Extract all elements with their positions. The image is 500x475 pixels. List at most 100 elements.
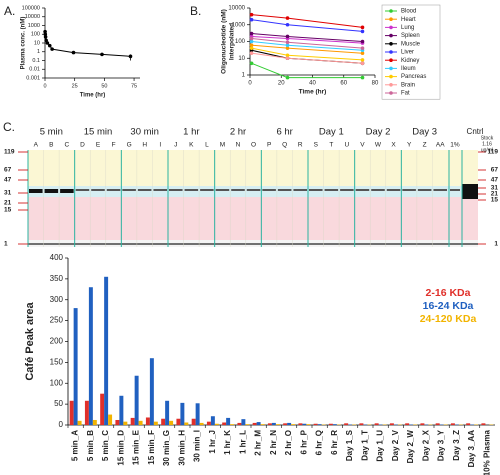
y-tick-label: 200: [50, 337, 64, 346]
data-point: [285, 56, 290, 61]
data-point: [50, 47, 54, 51]
lane-label: B: [49, 142, 53, 149]
x-tick-label: 10% Plasma: [482, 429, 491, 475]
legend-label: Liver: [401, 50, 414, 56]
y-tick-label: 350: [50, 274, 64, 283]
bar: [302, 423, 307, 425]
bar: [199, 422, 204, 425]
stock-label: Stock: [481, 135, 494, 141]
y-tick-label: 1: [37, 49, 40, 55]
bar: [275, 424, 280, 425]
data-line: [251, 41, 363, 51]
marker-label: 67: [491, 167, 499, 174]
y-tick-label: 100000: [22, 5, 40, 11]
lane-label: C: [65, 142, 70, 149]
lane-label: P: [267, 142, 271, 149]
data-point: [285, 43, 290, 48]
bar: [161, 418, 166, 425]
bar: [169, 420, 174, 425]
lane-label: V: [360, 142, 365, 149]
marker-label: 15: [4, 207, 12, 214]
data-point: [43, 32, 48, 37]
x-tick-label: 30 min_H: [177, 430, 186, 466]
group-label: 6 hr: [276, 127, 292, 138]
gel-band: [231, 189, 245, 191]
y-tick-label: 300: [50, 295, 64, 304]
marker-label: 119: [488, 149, 499, 156]
gel-zone: [28, 197, 478, 240]
bar: [450, 423, 455, 425]
legend-label: Pancreas: [401, 74, 426, 80]
x-tick-label: 15 min_E: [132, 429, 141, 465]
data-point: [249, 12, 254, 17]
gel-band: [462, 184, 478, 199]
x-tick-label: 75: [131, 83, 137, 89]
gel-band: [340, 189, 354, 191]
legend-label: 24-120 KDa: [420, 313, 477, 325]
bar: [245, 424, 250, 425]
x-tick-label: 2 hr_M: [254, 430, 263, 456]
gel-band: [309, 189, 323, 191]
lane-label: L: [205, 142, 209, 149]
legend-label: 16-24 KDa: [423, 300, 474, 312]
bar: [306, 424, 311, 425]
y-tick-label: 10: [34, 40, 40, 46]
x-tick-label: Day 1_T: [360, 430, 369, 461]
bar: [115, 419, 120, 425]
legend-marker: [389, 66, 393, 71]
x-tick-label: 15 min_D: [116, 430, 125, 466]
data-point: [71, 50, 76, 55]
legend-marker: [389, 42, 393, 46]
gel-band: [386, 189, 401, 191]
y-tick-label: 10000: [228, 6, 245, 12]
marker-label: 67: [4, 167, 12, 174]
bar: [130, 417, 135, 425]
bar: [195, 403, 200, 425]
y-axis-label: Oligonucleotide (nM): [221, 9, 228, 74]
legend-label: Fat: [401, 91, 410, 97]
x-tick-label: Day 3_Y: [437, 429, 446, 461]
bar: [344, 423, 349, 425]
gel-band: [91, 189, 105, 191]
data-point: [249, 36, 254, 41]
x-tick-label: 40: [309, 81, 316, 87]
marker-label: 31: [4, 190, 12, 197]
x-tick-label: 2 hr_N: [269, 430, 278, 455]
data-line: [251, 62, 363, 79]
gel-band: [277, 189, 292, 191]
legend-marker: [389, 83, 393, 87]
y-tick-label: 100: [31, 32, 40, 38]
x-tick-label: 0: [43, 83, 46, 89]
bar: [69, 400, 74, 425]
group-label: Day 3: [412, 127, 437, 138]
legend-label: Heart: [401, 17, 416, 23]
data-point: [249, 46, 254, 50]
x-tick-label: 50: [101, 83, 107, 89]
gel-band: [293, 189, 307, 191]
bar: [149, 358, 154, 425]
y-tick-label: 150: [50, 357, 64, 366]
legend-marker: [389, 74, 393, 79]
lane-label: Y: [407, 142, 412, 149]
gel-zone: [28, 186, 478, 197]
bar: [73, 308, 78, 425]
gel-band: [60, 189, 74, 193]
data-point: [360, 29, 365, 34]
y-tick-label: 400: [50, 253, 64, 262]
gel-band: [262, 189, 276, 191]
bar: [145, 417, 150, 425]
gel-band: [29, 189, 43, 193]
gel-band: [122, 189, 136, 191]
data-point: [285, 75, 290, 80]
panel-label: B.: [190, 4, 201, 18]
y-tick-label: 0.001: [26, 75, 40, 81]
x-tick-label: 6 hr_R: [330, 430, 339, 455]
bar: [230, 424, 235, 425]
y-tick-label: 0.1: [32, 58, 40, 64]
x-tick-label: Day 1_U: [376, 430, 385, 462]
bar: [359, 423, 364, 425]
gel-band: [106, 189, 121, 191]
gel-band: [215, 189, 230, 191]
y-tick-label: 10000: [25, 14, 40, 20]
